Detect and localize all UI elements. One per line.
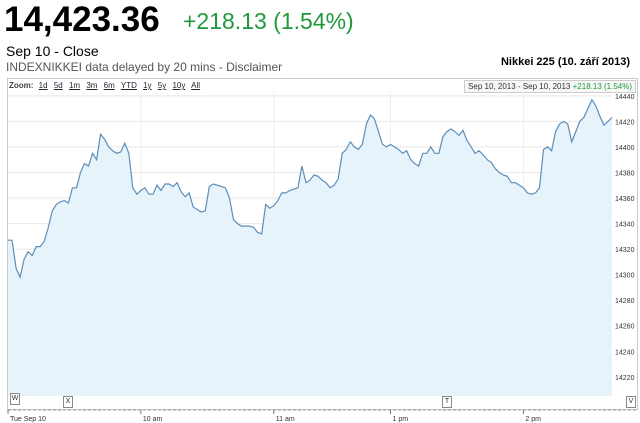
separator-text: -: [215, 60, 227, 74]
zoom-option-3m[interactable]: 3m: [86, 81, 98, 90]
zoom-bar: Zoom: 1d 5d 1m 3m 6m YTD 1y 5y 10y All: [9, 81, 204, 90]
zoom-option-1m[interactable]: 1m: [68, 81, 81, 90]
y-tick-label: 14360: [615, 196, 635, 203]
y-tick-label: 14260: [615, 324, 635, 331]
zoom-option-6m[interactable]: 6m: [103, 81, 115, 90]
data-source-note: INDEXNIKKEI data delayed by 20 mins - Di…: [6, 60, 282, 74]
zoom-option-5d[interactable]: 5d: [53, 81, 63, 90]
range-marker-x[interactable]: X: [63, 396, 73, 408]
y-tick-label: 14380: [615, 170, 635, 177]
series-line: [8, 98, 613, 280]
y-tick-label: 14420: [615, 119, 635, 126]
date-range-change: +218.13 (1.54%): [572, 82, 632, 91]
y-tick-label: 14280: [615, 298, 635, 305]
price-value: 14,423.36: [4, 0, 160, 39]
range-marker-t[interactable]: T: [442, 396, 452, 408]
date-range-text: Sep 10, 2013 - Sep 10, 2013: [468, 82, 571, 91]
right-range-handle[interactable]: V: [626, 396, 636, 408]
close-label: Sep 10 - Close: [6, 43, 99, 59]
zoom-option-ytd[interactable]: YTD: [120, 81, 137, 90]
date-range-box: Sep 10, 2013 - Sep 10, 2013 +218.13 (1.5…: [464, 80, 636, 93]
y-tick-label: 14440: [615, 94, 635, 101]
zoom-option-1d[interactable]: 1d: [38, 81, 48, 90]
x-tick-label: 2 pm: [525, 416, 541, 423]
zoom-option-1y[interactable]: 1y: [143, 81, 152, 90]
y-tick-label: 14240: [615, 349, 635, 356]
chart-frame: [7, 78, 638, 410]
x-tick-label: Tue Sep 10: [10, 416, 46, 423]
zoom-option-10y[interactable]: 10y: [172, 81, 186, 90]
y-tick-label: 14300: [615, 273, 635, 280]
price-change: +218.13 (1.54%): [183, 8, 354, 34]
x-tick-label: 1 pm: [393, 416, 409, 423]
zoom-option-5y[interactable]: 5y: [157, 81, 167, 90]
x-tick-label: 10 am: [143, 416, 163, 423]
y-tick-label: 14320: [615, 247, 635, 254]
zoom-label: Zoom:: [9, 81, 34, 90]
y-tick-label: 14220: [615, 375, 635, 382]
disclaimer-link[interactable]: Disclaimer: [226, 60, 283, 74]
series-area: [8, 99, 612, 396]
left-range-handle[interactable]: W: [10, 393, 20, 405]
chart-title: Nikkei 225 (10. září 2013): [500, 56, 630, 68]
zoom-option-all[interactable]: All: [191, 81, 201, 90]
y-tick-label: 14400: [615, 145, 635, 152]
x-tick-label: 11 am: [276, 416, 295, 423]
y-tick-label: 14340: [615, 222, 635, 229]
data-source-text: INDEXNIKKEI data delayed by 20 mins: [6, 60, 216, 74]
